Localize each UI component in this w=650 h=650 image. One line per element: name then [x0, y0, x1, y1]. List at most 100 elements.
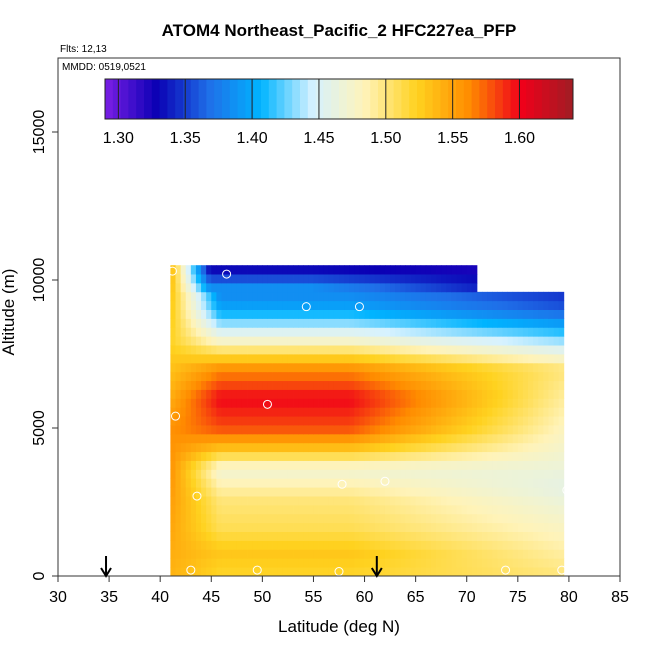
field-cell	[512, 327, 519, 337]
field-cell	[487, 513, 493, 524]
field-cell	[226, 416, 233, 426]
field-cell	[298, 336, 304, 346]
field-cell	[354, 327, 360, 337]
field-cell	[206, 425, 212, 435]
field-cell	[201, 265, 207, 275]
field-cell	[364, 407, 371, 417]
field-cell	[384, 336, 391, 346]
field-cell	[236, 416, 243, 426]
field-cell	[436, 469, 442, 479]
field-cell	[221, 460, 227, 470]
field-cell	[298, 318, 304, 328]
field-cell	[430, 558, 437, 568]
field-cell	[339, 362, 345, 373]
field-cell	[252, 540, 258, 550]
field-cell	[354, 558, 360, 568]
field-cell	[369, 478, 376, 488]
field-cell	[257, 327, 263, 337]
field-cell	[262, 478, 268, 488]
field-cell	[410, 345, 417, 355]
field-cell	[512, 380, 519, 390]
field-cell	[497, 380, 503, 390]
field-cell	[441, 309, 447, 319]
colorbar-segment	[385, 79, 395, 119]
field-cell	[216, 549, 222, 559]
field-cell	[195, 380, 202, 390]
field-cell	[543, 407, 549, 417]
field-cell	[339, 327, 345, 337]
field-cell	[400, 487, 406, 497]
field-cell	[313, 380, 319, 390]
field-cell	[226, 540, 233, 550]
field-cell	[538, 398, 544, 408]
field-cell	[303, 398, 309, 408]
field-cell	[216, 336, 222, 346]
field-cell	[466, 345, 473, 355]
field-cell	[277, 460, 284, 470]
field-cell	[364, 291, 371, 302]
field-cell	[170, 504, 176, 515]
field-cell	[282, 274, 289, 284]
field-cell	[201, 318, 207, 328]
field-cell	[231, 309, 238, 319]
field-cell	[558, 309, 565, 319]
field-cell	[471, 558, 478, 568]
field-cell	[236, 487, 243, 497]
field-cell	[451, 451, 457, 461]
field-cell	[185, 540, 192, 550]
field-cell	[359, 407, 365, 417]
field-cell	[543, 540, 549, 550]
field-cell	[359, 558, 365, 568]
field-cell	[451, 291, 457, 302]
field-cell	[359, 380, 365, 390]
field-cell	[492, 442, 498, 453]
field-cell	[471, 398, 478, 408]
field-cell	[287, 309, 294, 319]
field-cell	[216, 407, 222, 417]
field-cell	[221, 496, 227, 506]
field-cell	[553, 433, 560, 444]
field-cell	[313, 300, 319, 310]
field-cell	[528, 416, 534, 426]
field-cell	[390, 522, 396, 532]
field-cell	[430, 416, 437, 426]
field-cell	[425, 318, 432, 328]
field-cell	[349, 318, 355, 328]
field-cell	[216, 513, 222, 524]
field-cell	[461, 469, 468, 479]
field-cell	[476, 451, 483, 461]
field-cell	[548, 433, 554, 444]
field-cell	[482, 478, 488, 488]
field-cell	[558, 318, 565, 328]
field-cell	[430, 265, 437, 275]
field-cell	[226, 558, 233, 568]
field-cell	[466, 460, 473, 470]
field-cell	[344, 558, 350, 568]
field-cell	[390, 504, 396, 515]
field-cell	[241, 291, 248, 302]
colorbar-segment	[417, 79, 426, 119]
field-cell	[170, 282, 176, 293]
field-cell	[354, 433, 360, 444]
field-cell	[558, 407, 565, 417]
field-cell	[517, 451, 524, 461]
field-cell	[441, 380, 447, 390]
field-cell	[226, 327, 233, 337]
field-cell	[420, 354, 427, 364]
colorbar-segment	[495, 79, 504, 119]
field-cell	[180, 567, 187, 577]
field-cell	[293, 354, 299, 364]
field-cell	[369, 540, 376, 550]
field-cell	[497, 540, 503, 550]
field-cell	[318, 478, 325, 488]
field-cell	[333, 300, 340, 310]
field-cell	[533, 291, 539, 302]
field-cell	[482, 531, 488, 541]
field-cell	[323, 442, 330, 453]
field-cell	[359, 504, 365, 515]
field-cell	[354, 274, 360, 284]
field-cell	[461, 380, 468, 390]
field-cell	[379, 558, 386, 568]
field-cell	[333, 469, 340, 479]
field-cell	[180, 504, 187, 515]
